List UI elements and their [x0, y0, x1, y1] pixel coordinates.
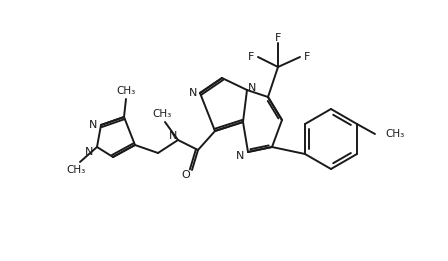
Text: O: O — [181, 170, 190, 180]
Text: N: N — [89, 120, 97, 130]
Text: F: F — [275, 33, 281, 43]
Text: N: N — [248, 83, 256, 93]
Text: F: F — [248, 52, 254, 62]
Text: CH₃: CH₃ — [152, 109, 172, 119]
Text: N: N — [85, 147, 93, 157]
Text: N: N — [236, 151, 244, 161]
Text: CH₃: CH₃ — [385, 129, 404, 139]
Text: CH₃: CH₃ — [66, 165, 86, 175]
Text: F: F — [304, 52, 310, 62]
Text: N: N — [189, 88, 197, 98]
Text: CH₃: CH₃ — [116, 86, 136, 96]
Text: N: N — [169, 131, 177, 141]
